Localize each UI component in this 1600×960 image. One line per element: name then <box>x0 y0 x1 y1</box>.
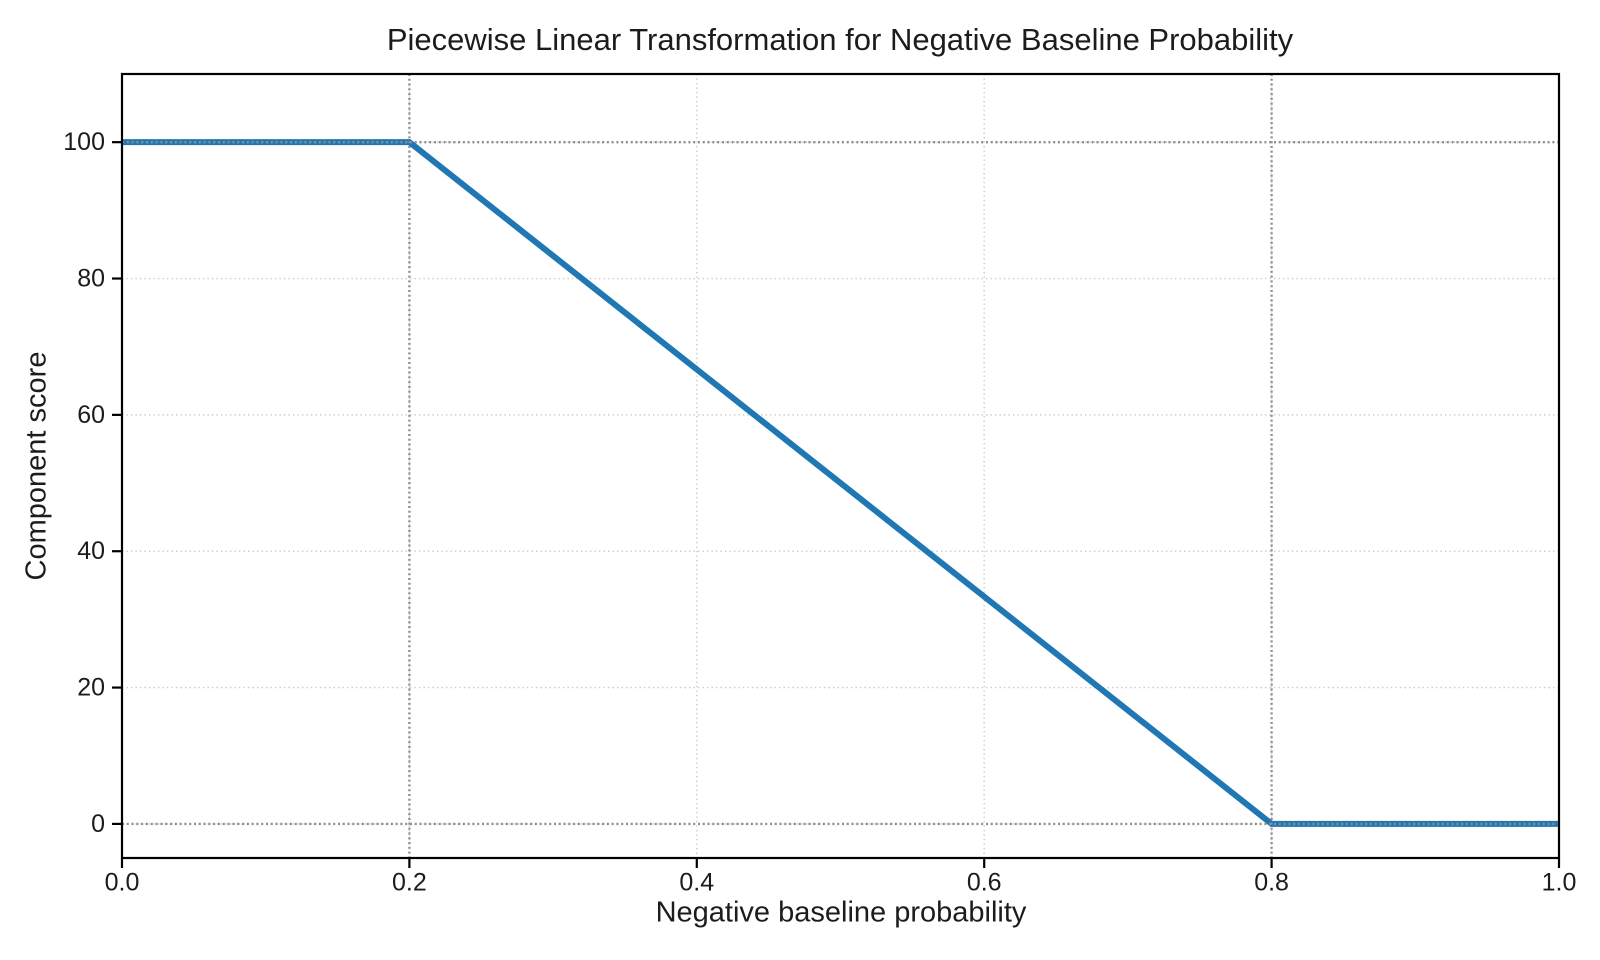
chart-title: Piecewise Linear Transformation for Nega… <box>386 22 1294 57</box>
x-tick-label: 0.2 <box>392 869 427 897</box>
axes-box <box>120 72 1561 860</box>
y-tick-label: 40 <box>77 537 105 565</box>
y-tick-label: 80 <box>77 265 105 293</box>
x-tick-label: 0.8 <box>1254 869 1289 897</box>
x-tick-label: 0.4 <box>679 869 714 897</box>
y-tick-label: 60 <box>77 401 105 429</box>
x-tick-label: 0.6 <box>967 869 1002 897</box>
y-tick-label: 100 <box>63 128 105 156</box>
x-axis-label: Negative baseline probability <box>655 896 1027 929</box>
x-tick-label: 0.0 <box>105 869 140 897</box>
y-tick-label: 0 <box>91 810 105 838</box>
series-line <box>122 139 1559 827</box>
y-axis-label: Component score <box>20 351 53 581</box>
x-tick-label: 1.0 <box>1542 869 1577 897</box>
y-tick-label: 20 <box>77 674 105 702</box>
